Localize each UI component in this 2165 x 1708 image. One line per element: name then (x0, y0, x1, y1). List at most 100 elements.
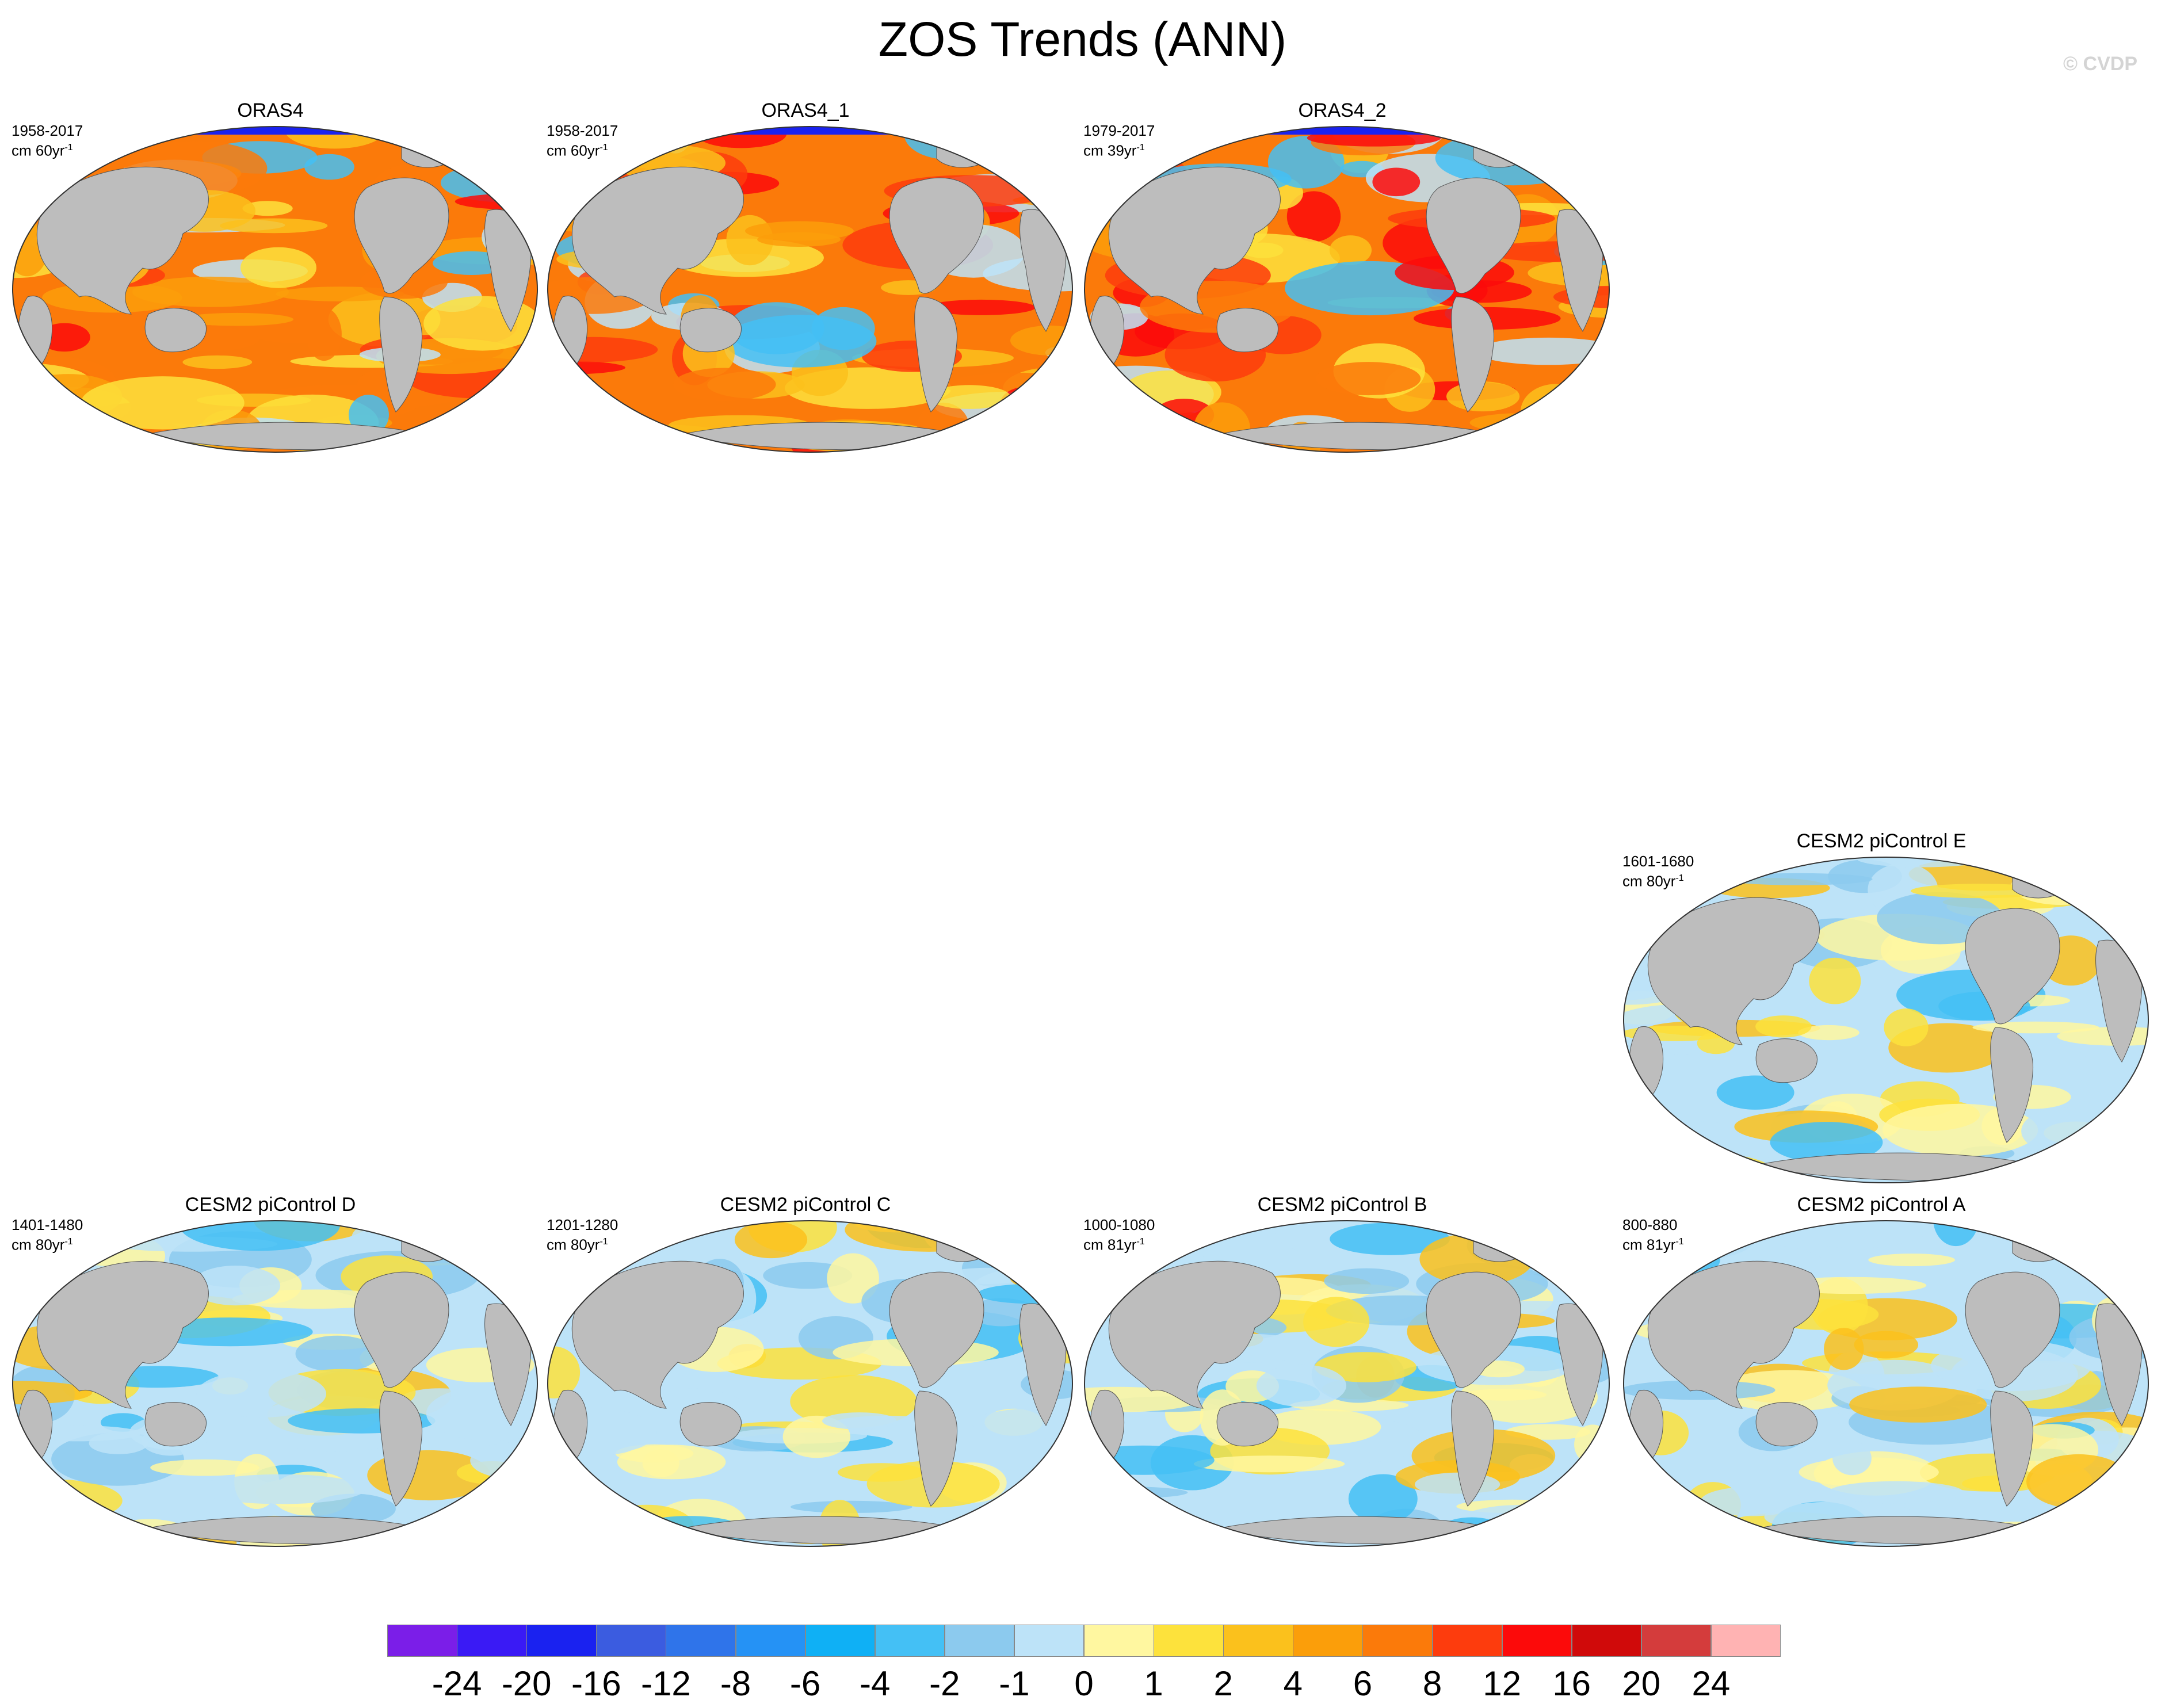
map-outline (1084, 1220, 1610, 1547)
panel-cesm2-e: CESM2 piControl E 1601-1680 cm 80yr-1 (1611, 830, 2152, 1186)
colorbar-label: -16 (571, 1664, 621, 1703)
colorbar-label: 24 (1691, 1664, 1731, 1703)
map-cesm2-e (1623, 857, 2149, 1183)
colorbar-label: 1 (1144, 1664, 1163, 1703)
land-mass (889, 1271, 984, 1388)
map-outline (547, 1220, 1073, 1547)
anomaly-patch (181, 312, 294, 326)
anomaly-patch (1672, 1138, 1720, 1170)
arctic-band (1232, 127, 1473, 135)
map-oras4-1 (547, 126, 1073, 453)
anomaly-patch (917, 402, 969, 452)
land-mass (571, 166, 744, 315)
panel-meta: 1958-2017 cm 60yr-1 (12, 122, 83, 159)
map-outline (1084, 126, 1610, 453)
panel-oras4-1: ORAS4_1 1958-2017 cm 60yr-1 (535, 99, 1076, 456)
panel-meta: 1979-2017 cm 39yr-1 (1083, 122, 1155, 159)
colorbar-box (526, 1625, 597, 1657)
anomaly-patch (1256, 1364, 1346, 1407)
anomaly-patch (1724, 873, 1873, 885)
land-mass (36, 166, 209, 315)
anomaly-patch (1715, 1370, 1864, 1411)
anomaly-patch (13, 1381, 92, 1405)
land-mass (1426, 1271, 1521, 1388)
colorbar-box (1223, 1625, 1293, 1657)
land-mass (1965, 908, 2060, 1025)
land-mass (1647, 897, 1820, 1045)
land-mass (1108, 1260, 1281, 1409)
anomaly-patch (1770, 1122, 1883, 1163)
anomaly-patch (928, 385, 1011, 409)
anomaly-patch (1000, 387, 1050, 421)
anomaly-patch (968, 1298, 1036, 1327)
anomaly-patch (1755, 1015, 1812, 1038)
colorbar-label: 8 (1422, 1664, 1442, 1703)
anomaly-patch (1624, 1512, 1703, 1529)
arctic-band (160, 127, 402, 135)
panel-unit: cm 81yr-1 (1622, 1236, 1684, 1254)
anomaly-patch (1314, 1352, 1416, 1382)
anomaly-patch (1624, 1508, 1687, 1546)
arctic-band (695, 127, 937, 135)
panel-unit-exponent: -1 (1136, 1237, 1145, 1247)
map-outline (547, 126, 1073, 453)
anomaly-patch (35, 1496, 89, 1539)
anomaly-patch (2088, 869, 2148, 921)
land-mass (914, 1390, 958, 1507)
map-outline (1623, 857, 2149, 1183)
map-outline (1623, 1220, 2149, 1547)
colorbar-box (805, 1625, 876, 1657)
land-mass (679, 1402, 742, 1447)
anomaly-patch (1348, 1474, 1418, 1524)
anomaly-patch (498, 1491, 537, 1515)
colorbar-box (1710, 1625, 1781, 1657)
land-mass (1451, 1390, 1495, 1507)
anomaly-patch (2067, 1153, 2148, 1166)
panel-unit: cm 80yr-1 (547, 1236, 608, 1254)
panel-meta: 1000-1080 cm 81yr-1 (1083, 1216, 1155, 1254)
anomaly-patch (1868, 1254, 1956, 1267)
panel-unit: cm 80yr-1 (1622, 872, 1684, 890)
land-mass (354, 1271, 449, 1388)
land-mass (1755, 1402, 1817, 1447)
anomaly-patch (548, 1346, 581, 1399)
anomaly-patch (1781, 1221, 1934, 1248)
land-mass (379, 296, 423, 412)
anomaly-patch (311, 1493, 396, 1524)
land-mass (1755, 1038, 1817, 1083)
anomaly-patch (1520, 384, 1591, 440)
anomaly-patch (1809, 957, 1861, 1004)
anomaly-patch (1303, 1297, 1370, 1347)
panel-unit: cm 60yr-1 (12, 142, 73, 159)
land-mass (1426, 177, 1521, 294)
land-mass (379, 1390, 423, 1507)
panel-cesm2-b: CESM2 piControl B 1000-1080 cm 81yr-1 (1072, 1193, 1613, 1550)
colorbar-box (666, 1625, 736, 1657)
land-mass (1108, 166, 1281, 315)
land-mass (914, 296, 958, 412)
panel-meta: 1401-1480 cm 80yr-1 (12, 1216, 83, 1254)
land-mass (1216, 1402, 1278, 1447)
panel-title: CESM2 piControl D (185, 1194, 356, 1216)
anomaly-patch (196, 1474, 365, 1504)
panel-years: 1401-1480 (12, 1216, 83, 1233)
anomaly-patch (926, 299, 1036, 315)
panel-years: 1979-2017 (1083, 122, 1155, 139)
panel-years: 1958-2017 (547, 122, 618, 139)
anomaly-patch (2074, 1150, 2148, 1170)
anomaly-patch (1542, 142, 1609, 158)
colorbar-box (1432, 1625, 1503, 1657)
panel-years: 800-880 (1622, 1216, 1678, 1233)
anomaly-patch (432, 127, 475, 152)
panel-unit: cm 81yr-1 (1083, 1236, 1145, 1254)
anomaly-patch (182, 355, 253, 369)
anomaly-patch (2068, 857, 2148, 882)
map-oras4-2 (1084, 126, 1610, 453)
anomaly-patch (180, 1221, 340, 1251)
colorbar-box (387, 1625, 457, 1657)
colorbar-label: -1 (999, 1664, 1030, 1703)
panel-unit: cm 39yr-1 (1083, 142, 1145, 159)
panel-years: 1601-1680 (1622, 853, 1694, 870)
anomaly-patch (1415, 1472, 1500, 1496)
anomaly-patch (1085, 428, 1212, 442)
